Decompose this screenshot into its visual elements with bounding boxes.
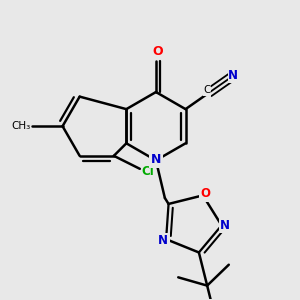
Text: N: N xyxy=(220,219,230,232)
Text: N: N xyxy=(228,69,238,82)
Text: O: O xyxy=(201,188,211,200)
Text: N: N xyxy=(158,234,168,247)
Text: Cl: Cl xyxy=(141,165,154,178)
Text: C: C xyxy=(203,85,211,95)
Text: CH₃: CH₃ xyxy=(11,121,30,131)
Text: O: O xyxy=(152,45,163,58)
Text: N: N xyxy=(151,153,161,166)
